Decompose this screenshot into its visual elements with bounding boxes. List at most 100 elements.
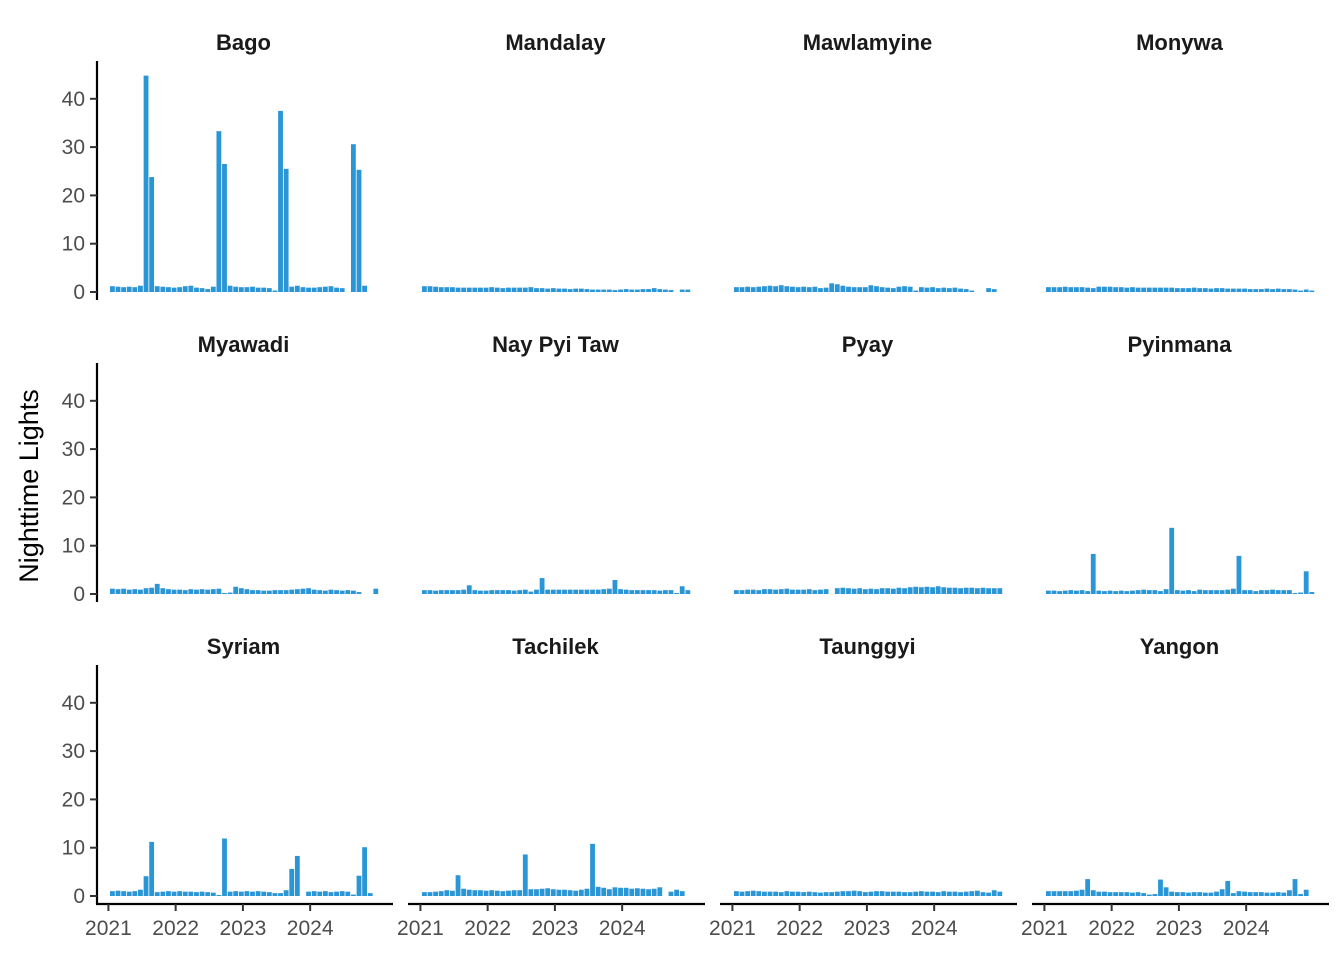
bar xyxy=(584,289,590,292)
bar xyxy=(1141,893,1147,896)
bar xyxy=(578,288,584,292)
bar xyxy=(1124,287,1130,292)
bar xyxy=(1281,289,1287,292)
bar xyxy=(679,586,685,594)
bar xyxy=(573,288,579,292)
bar xyxy=(494,890,500,896)
bar xyxy=(278,590,283,594)
x-tick-label: 2021 xyxy=(85,917,132,940)
bar xyxy=(1068,891,1074,896)
bar xyxy=(829,892,835,896)
bar xyxy=(930,287,935,292)
bar xyxy=(573,890,579,896)
bar xyxy=(879,588,885,594)
bar xyxy=(356,875,362,896)
bar xyxy=(997,891,1003,896)
bar xyxy=(902,588,907,594)
bar xyxy=(1180,892,1186,896)
bar xyxy=(623,289,629,292)
bar xyxy=(261,590,267,594)
bar xyxy=(812,286,818,292)
bar xyxy=(806,891,812,896)
x-tick-label: 2024 xyxy=(287,917,334,940)
bar xyxy=(823,892,829,896)
bar xyxy=(991,289,997,292)
bar xyxy=(902,286,907,292)
bar xyxy=(461,589,467,594)
bar xyxy=(216,131,222,292)
bar xyxy=(1202,590,1208,594)
bar xyxy=(188,589,194,594)
bar xyxy=(1309,290,1315,292)
bar xyxy=(110,891,115,896)
bar xyxy=(1208,288,1214,292)
bar xyxy=(483,287,489,292)
bar xyxy=(1258,590,1264,594)
bar xyxy=(1298,894,1304,896)
bar xyxy=(517,287,523,292)
bar xyxy=(1130,287,1135,292)
bar xyxy=(188,285,194,292)
bar xyxy=(339,288,345,292)
bar xyxy=(494,590,500,594)
bar xyxy=(590,289,595,292)
bar xyxy=(238,891,244,896)
bar xyxy=(227,285,233,292)
bar xyxy=(623,887,629,896)
bar xyxy=(522,854,528,896)
bar xyxy=(657,289,663,292)
bar xyxy=(1264,892,1270,896)
bar xyxy=(1174,590,1180,594)
bar xyxy=(1225,881,1231,896)
bar xyxy=(1191,591,1197,594)
bar xyxy=(328,589,334,594)
bar xyxy=(1202,288,1208,292)
bar xyxy=(1197,892,1203,896)
bar xyxy=(1062,590,1068,594)
bar xyxy=(924,586,930,594)
bar xyxy=(1130,892,1135,896)
bar xyxy=(963,891,969,896)
bar xyxy=(160,588,166,594)
bar xyxy=(250,891,255,896)
bar xyxy=(806,287,812,292)
bar xyxy=(578,589,584,594)
bar xyxy=(483,890,489,896)
bar xyxy=(986,588,992,594)
facet-pyay: Pyay xyxy=(734,332,1003,594)
bar xyxy=(595,289,601,292)
bar xyxy=(801,892,807,896)
bar xyxy=(784,891,790,896)
bar xyxy=(511,590,517,594)
bar xyxy=(450,890,455,896)
bar xyxy=(997,588,1003,594)
bar xyxy=(1096,891,1102,896)
bar xyxy=(756,891,762,896)
y-tick-label: 40 xyxy=(62,390,85,413)
bar xyxy=(1051,590,1057,594)
bar xyxy=(818,892,823,896)
bar xyxy=(438,891,444,896)
bar xyxy=(612,579,618,594)
bar xyxy=(450,590,455,594)
bar xyxy=(595,589,601,594)
bar xyxy=(461,888,467,896)
bar xyxy=(629,289,635,292)
bar xyxy=(1270,892,1275,896)
bar xyxy=(767,589,773,594)
bar xyxy=(272,590,278,594)
bar xyxy=(528,889,534,896)
x-tick-label: 2023 xyxy=(532,917,579,940)
bar xyxy=(489,890,495,896)
bar xyxy=(790,589,795,594)
bar xyxy=(1286,890,1292,896)
bar xyxy=(171,287,177,292)
bar xyxy=(969,290,975,292)
bar xyxy=(427,590,433,594)
bar xyxy=(1247,590,1253,594)
bar xyxy=(154,583,160,594)
bar xyxy=(1191,892,1197,896)
bar xyxy=(1275,288,1281,292)
bar xyxy=(745,286,751,292)
bar xyxy=(539,888,545,896)
